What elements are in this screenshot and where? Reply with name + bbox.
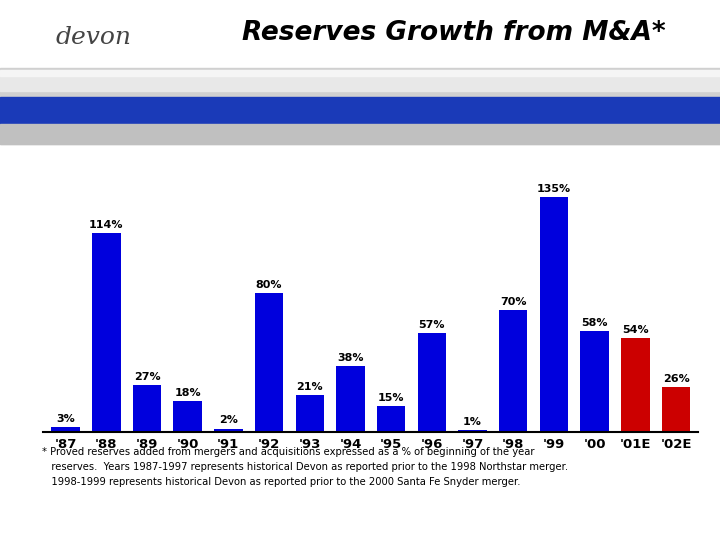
Text: 3%: 3% (56, 414, 75, 424)
Bar (499, 310, 528, 432)
Text: 114%: 114% (89, 220, 124, 230)
Text: Reserves Growth from M&A*: Reserves Growth from M&A* (242, 21, 665, 46)
Bar (459, 430, 487, 432)
Text: 135%: 135% (537, 184, 571, 194)
Text: 15%: 15% (378, 393, 405, 403)
Text: 54%: 54% (622, 325, 649, 335)
Bar (0, 70, 720, 76)
Bar (540, 197, 568, 432)
Text: 2%: 2% (219, 415, 238, 426)
Bar (0, 124, 720, 144)
Bar (377, 406, 405, 432)
Bar (662, 387, 690, 432)
Text: 26%: 26% (662, 374, 689, 383)
Text: 21%: 21% (297, 382, 323, 392)
Bar (295, 395, 324, 432)
Text: 70%: 70% (500, 297, 526, 307)
Bar (51, 427, 80, 432)
Bar (174, 401, 202, 432)
Text: 27%: 27% (134, 372, 161, 382)
Bar (0, 0, 720, 72)
Bar (580, 331, 609, 432)
Bar (0, 97, 720, 124)
Text: devon: devon (55, 26, 132, 49)
Bar (92, 233, 120, 432)
Bar (0, 68, 720, 144)
Text: 58%: 58% (581, 318, 608, 328)
Text: * Proved reserves added from mergers and acquisitions expressed as a % of beginn: * Proved reserves added from mergers and… (42, 447, 569, 487)
Bar (418, 333, 446, 432)
Bar (132, 385, 161, 432)
Bar (255, 293, 283, 432)
Bar (336, 366, 365, 432)
Bar (0, 76, 720, 91)
Text: 38%: 38% (337, 353, 364, 363)
Bar (214, 429, 243, 432)
Text: 80%: 80% (256, 280, 282, 289)
Text: 18%: 18% (174, 388, 201, 397)
Text: 57%: 57% (418, 320, 445, 329)
Bar (621, 338, 649, 432)
Text: 1%: 1% (463, 417, 482, 427)
